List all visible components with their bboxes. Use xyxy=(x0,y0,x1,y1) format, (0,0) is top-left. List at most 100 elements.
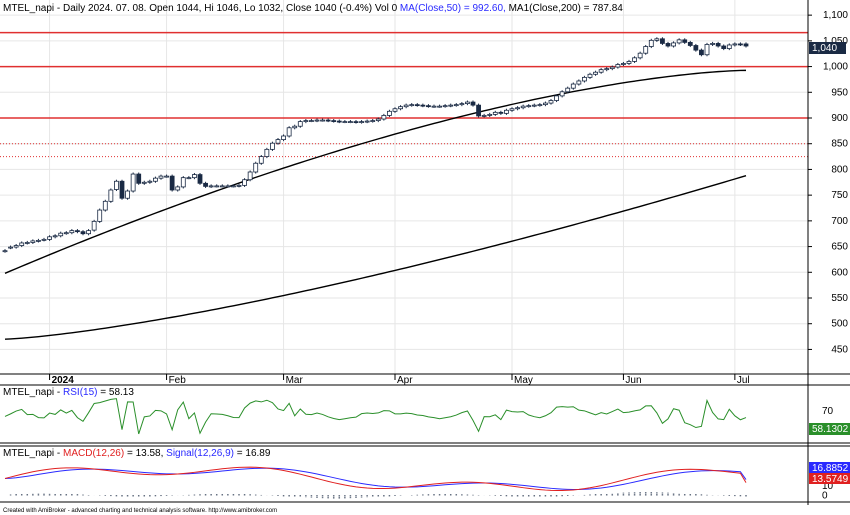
candle-body xyxy=(281,135,286,140)
candle-body xyxy=(370,120,376,122)
candle-body xyxy=(615,64,621,68)
y-tick-label: 450 xyxy=(831,344,848,355)
candle-body xyxy=(548,100,554,104)
candle-body xyxy=(52,235,58,238)
rsi-sep: - xyxy=(54,387,63,398)
candle-body xyxy=(481,115,487,117)
candle-body xyxy=(715,43,721,47)
candle-body xyxy=(403,104,409,108)
candle-body xyxy=(336,120,342,123)
candle-body xyxy=(387,110,392,116)
macd-sep: - xyxy=(54,448,63,459)
rsi-label: RSI(15) xyxy=(63,387,97,398)
candle-body xyxy=(180,177,186,188)
macd-label: MACD(12,26) xyxy=(63,448,124,459)
candle-body xyxy=(309,120,314,122)
candle-body xyxy=(665,43,671,47)
candle-body xyxy=(582,76,587,82)
candle-body xyxy=(275,139,281,144)
candle-body xyxy=(359,121,364,123)
candle-body xyxy=(554,95,559,101)
candle-body xyxy=(459,103,465,106)
candle-body xyxy=(509,108,515,111)
candle-body xyxy=(520,105,526,109)
candle-body xyxy=(598,69,604,73)
candle-body xyxy=(732,43,738,46)
y-tick-label: 950 xyxy=(831,87,848,98)
candle-body xyxy=(693,45,699,51)
y-tick-label: 850 xyxy=(831,139,848,150)
candle-body xyxy=(47,236,52,240)
candle-body xyxy=(504,109,509,114)
candle-body xyxy=(130,173,136,192)
chart-header: MTEL_napi - Daily 2024. 07. 08. Open 104… xyxy=(3,3,623,14)
candle-body xyxy=(325,119,331,122)
candle-body xyxy=(392,108,398,112)
candle-body xyxy=(587,73,593,78)
rsi-badge-value: 58.1302 xyxy=(812,424,849,435)
rsi-badge xyxy=(809,423,850,435)
candle-body xyxy=(119,180,125,199)
candle-body xyxy=(381,115,387,120)
candle-body xyxy=(699,49,704,56)
candle-body xyxy=(197,174,203,184)
candle-body xyxy=(258,156,264,164)
ma200-label: MA1(Close,200) = 787.84 xyxy=(509,3,624,14)
candle-body xyxy=(225,185,231,188)
macd-value: = 13.58, xyxy=(124,448,166,459)
candle-body xyxy=(643,46,649,54)
candle-body xyxy=(97,209,103,222)
candle-body xyxy=(476,104,481,117)
signal-label: Signal(12,26,9) xyxy=(166,448,234,459)
candle-body xyxy=(13,245,19,248)
candle-body xyxy=(442,105,448,108)
candle-body xyxy=(637,52,643,59)
candle-body xyxy=(247,171,253,181)
candles xyxy=(2,37,749,253)
candle-body xyxy=(169,175,175,191)
candle-body xyxy=(8,246,13,249)
candle-body xyxy=(75,230,80,233)
candle-body xyxy=(738,43,743,46)
rsi-symbol: MTEL_napi xyxy=(3,387,54,398)
candle-body xyxy=(570,83,576,89)
candle-body xyxy=(219,185,225,188)
price-y-axis: 1,100 1,050 1,000 950 900 850 800 750 700 650 600 5… xyxy=(808,10,848,355)
candle-body xyxy=(208,185,214,188)
candle-body xyxy=(654,38,660,41)
candle-body xyxy=(63,232,69,235)
candle-body xyxy=(203,182,208,187)
rsi-pane xyxy=(0,385,808,443)
y-tick-label: 500 xyxy=(831,319,848,330)
candle-body xyxy=(175,186,181,191)
last-price-value: 1,040 xyxy=(812,43,837,54)
ma200-line xyxy=(4,175,747,340)
candle-body xyxy=(470,101,476,106)
candle-body xyxy=(91,220,97,231)
candle-body xyxy=(292,125,298,129)
candle-body xyxy=(342,121,348,123)
candle-body xyxy=(682,39,688,43)
x-tick-label: Feb xyxy=(169,375,187,386)
candle-body xyxy=(331,120,337,122)
candle-body xyxy=(348,121,353,123)
candle-body xyxy=(431,105,437,108)
rsi-value: = 58.13 xyxy=(97,387,134,398)
candle-body xyxy=(498,111,504,114)
candle-body xyxy=(465,101,470,105)
candle-body xyxy=(303,120,309,122)
x-tick-label: Mar xyxy=(286,375,304,386)
candle-body xyxy=(648,39,654,47)
candle-body xyxy=(58,232,64,237)
candle-body xyxy=(114,180,119,190)
candle-body xyxy=(236,184,242,187)
candle-body xyxy=(565,87,571,93)
y-tick-label: 750 xyxy=(831,190,848,201)
date-x-axis: 2024 Feb Mar Apr May Jun Jul xyxy=(49,374,750,386)
y-tick-label: 900 xyxy=(831,113,848,124)
x-tick-label: Jul xyxy=(737,375,750,386)
y-tick-label: 1,000 xyxy=(823,62,848,73)
macd-tick-label: 0 xyxy=(822,490,828,501)
candle-body xyxy=(437,105,442,108)
